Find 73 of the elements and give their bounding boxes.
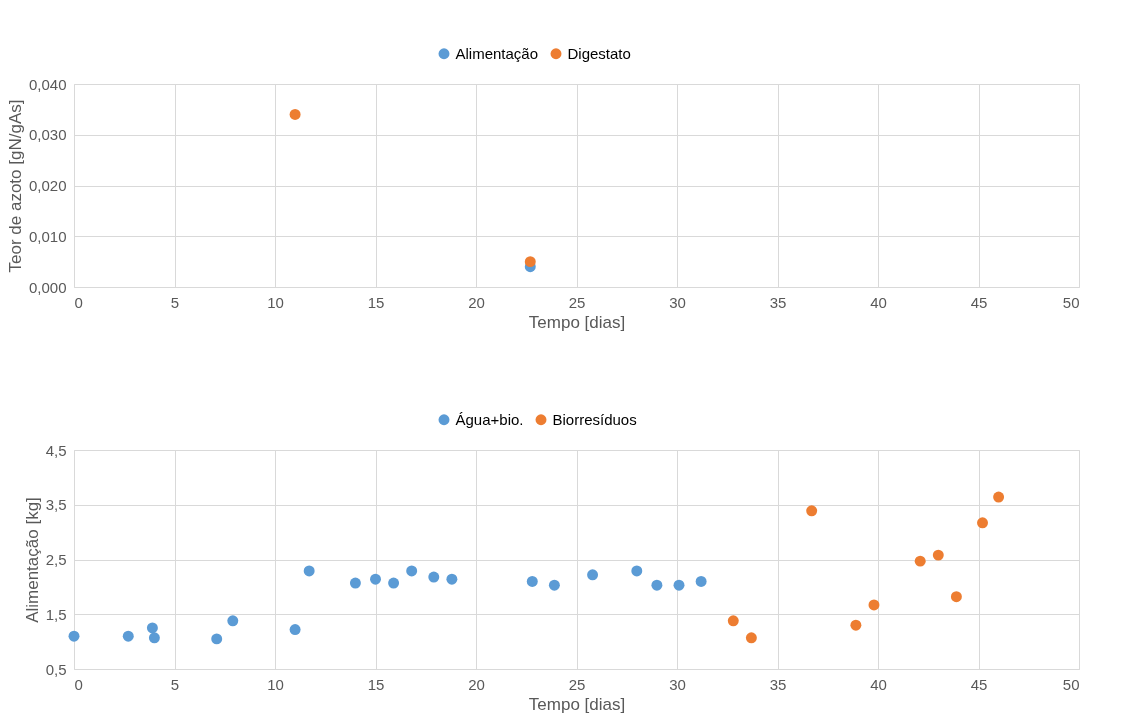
point: [349, 577, 361, 589]
x-tick-label: 40: [870, 293, 887, 311]
legend-label: Alimentação: [455, 44, 539, 62]
x-tick-label: 45: [970, 675, 988, 693]
point: [388, 577, 400, 589]
x-tick-label: 50: [1062, 293, 1080, 311]
x-axis-title: Tempo [dias]: [528, 694, 626, 714]
x-tick-label: 0: [74, 293, 83, 311]
y-tick-label: 0,020: [28, 177, 67, 194]
point: [806, 505, 818, 517]
x-tick-label: 5: [170, 293, 180, 311]
point: [850, 619, 862, 631]
x-tick-label: 20: [468, 293, 485, 311]
x-axis-title: Tempo [dias]: [528, 312, 626, 332]
x-tick-label: 40: [870, 675, 887, 693]
point: [727, 615, 739, 627]
point: [914, 555, 926, 567]
x-tick-label: 30: [669, 675, 686, 693]
x-tick-label: 5: [170, 675, 180, 693]
point: [695, 575, 707, 587]
point: [977, 517, 988, 529]
y-tick-label: 1,5: [45, 605, 67, 623]
point: [289, 108, 301, 120]
y-tick-label: 2,5: [45, 551, 67, 568]
point: [211, 633, 223, 645]
point: [950, 591, 962, 603]
x-tick-label: 10: [267, 293, 284, 311]
x-tick-label: 10: [267, 675, 284, 693]
x-tick-label: 45: [970, 293, 988, 311]
x-tick-label: 35: [769, 293, 787, 311]
point: [548, 579, 560, 591]
x-tick-label: 35: [769, 675, 787, 693]
y-tick-label: 0,000: [28, 278, 67, 296]
point: [673, 579, 685, 591]
y-tick-label: 0,030: [28, 126, 67, 144]
y-axis-title: Alimentação [kg]: [22, 497, 42, 623]
point: [370, 573, 381, 585]
x-tick-label: 0: [74, 675, 83, 693]
point: [932, 549, 944, 561]
y-axis-title: Teor de azoto [gN/gAs]: [5, 99, 25, 273]
y-tick-label: 0,5: [45, 660, 67, 678]
point: [526, 575, 538, 587]
point: [227, 615, 239, 627]
point: [745, 632, 757, 644]
x-tick-label: 15: [367, 675, 385, 693]
y-tick-label: 4,5: [45, 441, 67, 459]
x-tick-label: 15: [367, 293, 385, 311]
y-tick-label: 0,010: [28, 227, 67, 245]
point: [68, 630, 80, 642]
legend-label: Biorresíduos: [552, 410, 637, 428]
point: [146, 622, 158, 634]
point: [406, 565, 418, 577]
point: [631, 565, 643, 577]
point: [428, 571, 440, 583]
point: [587, 569, 599, 581]
x-tick-label: 30: [669, 293, 686, 311]
point: [148, 632, 160, 644]
point: [303, 565, 315, 577]
point: [122, 630, 134, 642]
y-tick-label: 3,5: [45, 496, 67, 514]
point: [446, 573, 458, 585]
x-tick-label: 25: [568, 675, 586, 693]
legend-label: Água+bio.: [455, 410, 524, 428]
point: [524, 256, 536, 268]
legend-label: Digestato: [567, 44, 631, 62]
point: [289, 624, 301, 636]
point: [651, 579, 663, 591]
point: [993, 491, 1005, 503]
x-tick-label: 25: [568, 293, 586, 311]
point: [868, 599, 880, 611]
y-tick-label: 0,040: [28, 75, 67, 93]
x-tick-label: 50: [1062, 675, 1080, 693]
x-tick-label: 20: [468, 675, 485, 693]
